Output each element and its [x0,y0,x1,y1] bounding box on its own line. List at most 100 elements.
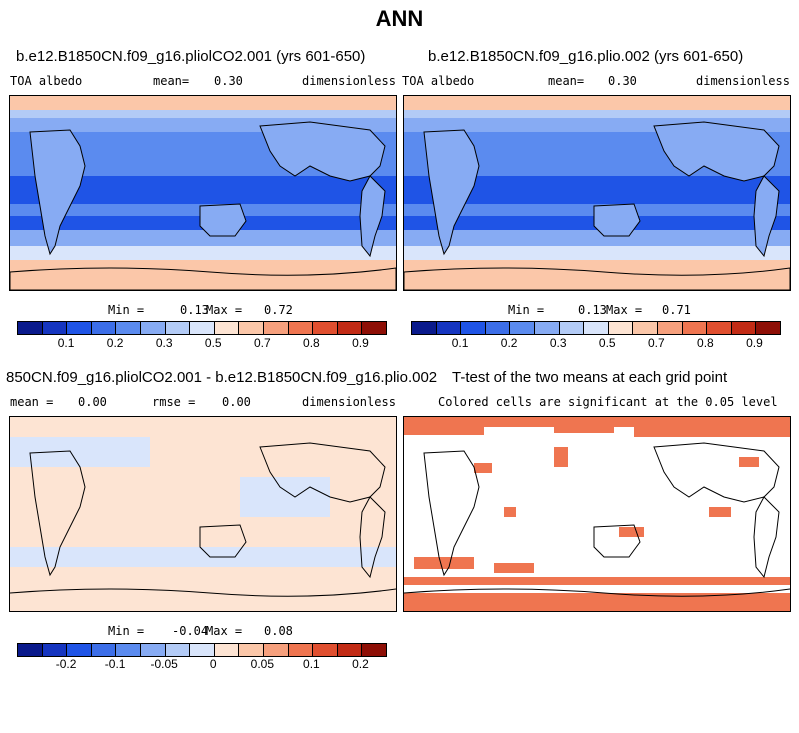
panel3-colorbar [17,643,387,657]
colorbar-swatch [140,322,166,334]
colorbar-tick-label: 0 [209,657,217,671]
colorbar-tick-label: -0.2 [55,657,77,671]
colorbar-tick-label: 0.8 [697,336,714,350]
colorbar-tick-label: 0.1 [57,336,75,350]
panel3-rmse-label: rmse = [152,395,196,409]
colorbar-tick-label: 0.1 [303,657,320,671]
panel3-mean-value: 0.00 [78,395,107,409]
colorbar-swatch [190,644,215,656]
colorbar-tick-label: 0.2 [500,336,518,350]
colorbar-swatch [412,322,437,334]
colorbar-tick-label: -0.1 [104,657,126,671]
colorbar-swatch [190,322,215,334]
panel2-max-value: 0.71 [662,303,691,317]
panel3-map [9,416,397,612]
colorbar-swatch [682,322,708,334]
panel2-mean-value: 0.30 [608,74,637,88]
colorbar-swatch [91,322,117,334]
colorbar-swatch [116,322,141,334]
page-title: ANN [375,6,424,31]
panel2-min-value: 0.13 [578,303,607,317]
colorbar-swatch [731,322,757,334]
panel3-min-value: -0.04 [172,624,209,638]
colorbar-tick-label: 0.7 [253,336,271,350]
colorbar-swatch [313,644,338,656]
panel3-title: 850CN.f09_g16.pliolCO2.001 - b.e12.B1850… [6,369,438,386]
colorbar-swatch [707,322,732,334]
colorbar-swatch [263,322,289,334]
colorbar-swatch [42,322,68,334]
panel4-subtitle: Colored cells are significant at the 0.0… [438,395,778,409]
colorbar-swatch [337,644,363,656]
colorbar-swatch [67,644,92,656]
panel1-title: b.e12.B1850CN.f09_g16.pliolCO2.001 (yrs … [16,48,366,65]
colorbar-swatch [263,644,289,656]
panel1-variable: TOA albedo [10,74,83,88]
colorbar-swatch [485,322,511,334]
panel2-max-label: Max = [606,303,643,317]
colorbar-tick-label: -0.05 [150,657,178,671]
colorbar-swatch [18,322,43,334]
panel1-colorbar-ticks: 0.1 0.2 0.3 0.5 0.7 0.8 0.9 [17,336,385,352]
panel4-map [403,416,791,612]
colorbar-swatch [559,322,585,334]
panel2-min-label: Min = [508,303,545,317]
panel2-colorbar-ticks: 0.1 0.2 0.3 0.5 0.7 0.8 0.9 [411,336,779,352]
panel4-title: T-test of the two means at each grid poi… [452,369,728,386]
colorbar-swatch [534,322,560,334]
colorbar-tick-label: 0.2 [352,657,369,671]
colorbar-swatch [42,644,68,656]
colorbar-tick-label: 0.5 [204,336,222,350]
colorbar-swatch [116,644,141,656]
panel1-mean-label: mean= [153,74,190,88]
panel2-title: b.e12.B1850CN.f09_g16.plio.002 (yrs 601-… [428,48,744,65]
colorbar-swatch [313,322,338,334]
panel1-max-label: Max = [206,303,243,317]
panel1-mean-value: 0.30 [214,74,243,88]
colorbar-swatch [67,322,92,334]
colorbar-tick-label: 0.5 [598,336,616,350]
panel3-min-label: Min = [108,624,145,638]
colorbar-swatch [337,322,363,334]
colorbar-tick-label: 0.7 [647,336,665,350]
colorbar-swatch [756,322,780,334]
colorbar-swatch [436,322,462,334]
colorbar-tick-label: 0.3 [549,336,567,350]
colorbar-tick-label: 0.9 [352,336,369,350]
panel3-max-label: Max = [206,624,243,638]
panel1-unit: dimensionless [302,74,396,88]
colorbar-swatch [362,644,386,656]
colorbar-swatch [288,322,314,334]
panel3-max-value: 0.08 [264,624,293,638]
colorbar-swatch [239,644,264,656]
panel3-colorbar-ticks: -0.2 -0.1 -0.05 0 0.05 0.1 0.2 [17,657,385,673]
colorbar-swatch [214,322,240,334]
panel2-map [403,95,791,291]
colorbar-tick-label: 0.8 [303,336,320,350]
colorbar-swatch [239,322,264,334]
colorbar-swatch [584,322,609,334]
panel1-map [9,95,397,291]
panel2-mean-label: mean= [548,74,585,88]
colorbar-tick-label: 0.9 [746,336,763,350]
colorbar-swatch [657,322,683,334]
colorbar-swatch [461,322,486,334]
colorbar-swatch [165,644,191,656]
colorbar-swatch [91,644,117,656]
colorbar-tick-label: 0.2 [106,336,124,350]
colorbar-swatch [608,322,634,334]
colorbar-swatch [633,322,658,334]
colorbar-tick-label: 0.05 [250,657,275,671]
colorbar-tick-label: 0.3 [155,336,173,350]
colorbar-swatch [214,644,240,656]
panel3-unit: dimensionless [302,395,396,409]
panel1-colorbar [17,321,387,335]
colorbar-tick-label: 0.1 [451,336,469,350]
colorbar-swatch [510,322,535,334]
colorbar-swatch [165,322,191,334]
panel2-unit: dimensionless [696,74,790,88]
colorbar-swatch [140,644,166,656]
panel1-min-value: 0.13 [180,303,209,317]
colorbar-swatch [18,644,43,656]
panel3-rmse-value: 0.00 [222,395,251,409]
